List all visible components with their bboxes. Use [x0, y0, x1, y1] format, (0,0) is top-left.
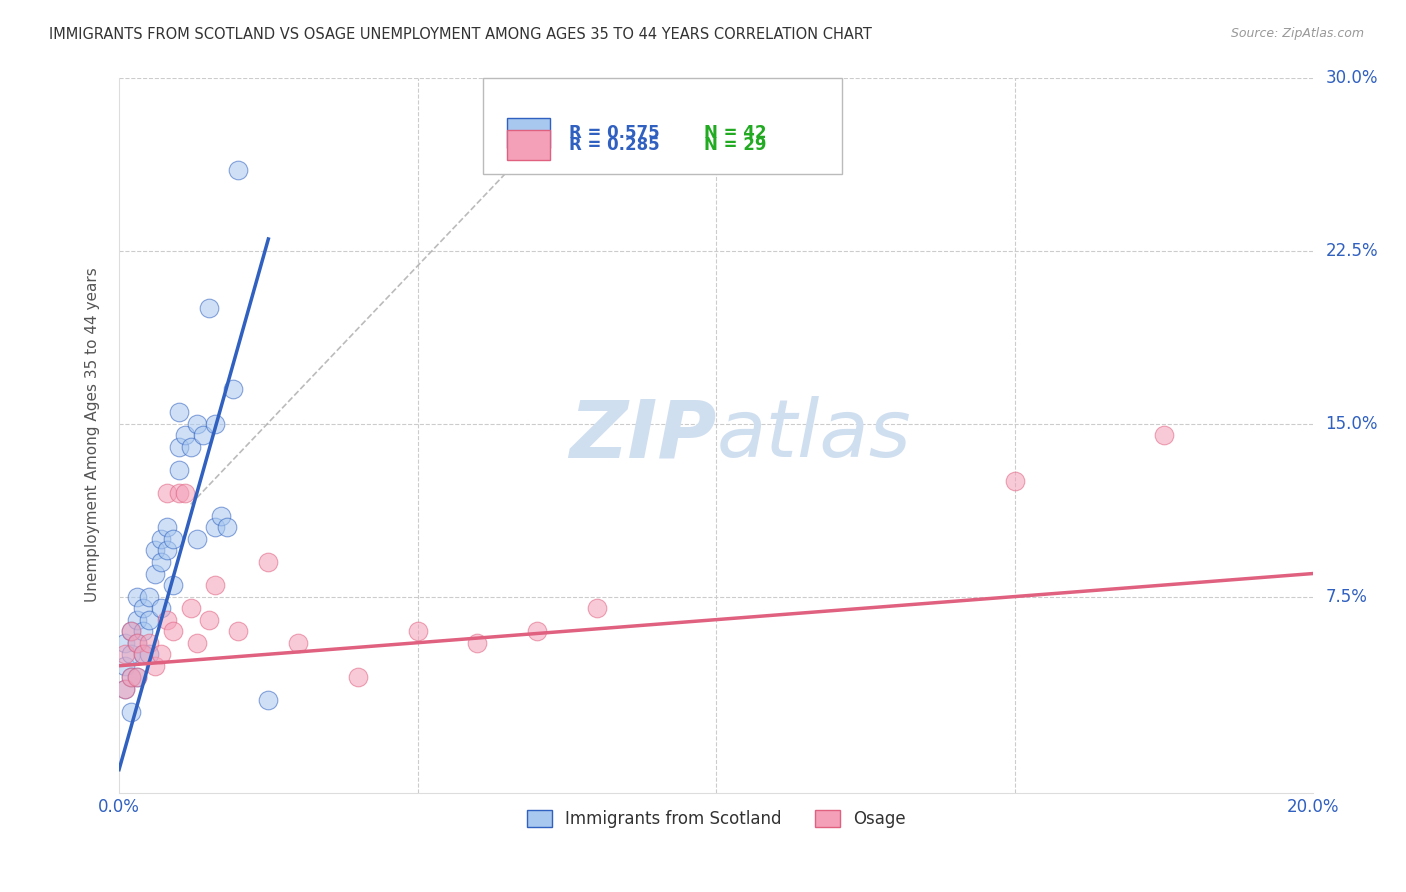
Point	[156, 520, 179, 534]
Point	[120, 624, 142, 639]
Point	[1153, 428, 1175, 442]
Point	[120, 670, 142, 684]
Point	[149, 601, 172, 615]
Point	[114, 647, 136, 661]
Point	[287, 636, 309, 650]
Point	[125, 636, 148, 650]
Point	[120, 670, 142, 684]
Point	[132, 624, 155, 639]
Point	[186, 532, 208, 546]
Point	[526, 624, 548, 639]
Text: ZIP: ZIP	[569, 396, 716, 474]
Point	[120, 647, 142, 661]
Point	[125, 590, 148, 604]
Legend: Immigrants from Scotland, Osage: Immigrants from Scotland, Osage	[520, 803, 912, 834]
Point	[180, 440, 202, 454]
Point	[125, 670, 148, 684]
Point	[173, 428, 195, 442]
Text: 30.0%: 30.0%	[1326, 69, 1378, 87]
Point	[132, 647, 155, 661]
Point	[167, 485, 190, 500]
Point	[173, 485, 195, 500]
Text: N = 29: N = 29	[704, 136, 766, 153]
Point	[228, 162, 250, 177]
Point	[156, 543, 179, 558]
Point	[125, 670, 148, 684]
FancyBboxPatch shape	[508, 118, 550, 147]
Point	[114, 636, 136, 650]
Point	[162, 624, 184, 639]
Point	[156, 485, 179, 500]
Text: R = 0.575: R = 0.575	[569, 124, 659, 142]
Point	[167, 463, 190, 477]
Text: N = 42: N = 42	[704, 124, 766, 142]
Point	[143, 566, 166, 581]
Point	[114, 681, 136, 696]
Point	[1004, 474, 1026, 488]
FancyBboxPatch shape	[484, 78, 842, 174]
Point	[138, 647, 160, 661]
Point	[143, 543, 166, 558]
Point	[204, 578, 226, 592]
Text: 7.5%: 7.5%	[1326, 588, 1367, 606]
Point	[191, 428, 214, 442]
Point	[149, 647, 172, 661]
Point	[120, 705, 142, 719]
Point	[143, 658, 166, 673]
Point	[257, 555, 280, 569]
Point	[138, 613, 160, 627]
Text: IMMIGRANTS FROM SCOTLAND VS OSAGE UNEMPLOYMENT AMONG AGES 35 TO 44 YEARS CORRELA: IMMIGRANTS FROM SCOTLAND VS OSAGE UNEMPL…	[49, 27, 872, 42]
Point	[215, 520, 238, 534]
FancyBboxPatch shape	[508, 129, 550, 160]
Point	[156, 613, 179, 627]
Point	[167, 405, 190, 419]
Point	[467, 636, 489, 650]
Point	[204, 417, 226, 431]
Point	[197, 613, 219, 627]
Point	[162, 532, 184, 546]
Text: R = 0.285: R = 0.285	[569, 136, 659, 153]
Point	[180, 601, 202, 615]
Y-axis label: Unemployment Among Ages 35 to 44 years: Unemployment Among Ages 35 to 44 years	[86, 268, 100, 602]
Point	[197, 301, 219, 316]
Point	[186, 417, 208, 431]
Point	[221, 382, 243, 396]
Point	[114, 681, 136, 696]
Text: atlas: atlas	[716, 396, 911, 474]
Text: 15.0%: 15.0%	[1326, 415, 1378, 433]
Point	[149, 532, 172, 546]
Point	[125, 613, 148, 627]
Point	[132, 601, 155, 615]
Point	[149, 555, 172, 569]
Point	[167, 440, 190, 454]
Point	[138, 590, 160, 604]
Point	[347, 670, 370, 684]
Point	[132, 647, 155, 661]
Point	[257, 693, 280, 707]
Point	[114, 658, 136, 673]
Text: Source: ZipAtlas.com: Source: ZipAtlas.com	[1230, 27, 1364, 40]
Point	[204, 520, 226, 534]
Point	[209, 508, 232, 523]
Text: 22.5%: 22.5%	[1326, 242, 1378, 260]
Point	[125, 636, 148, 650]
Point	[138, 636, 160, 650]
Point	[162, 578, 184, 592]
Point	[406, 624, 429, 639]
Point	[585, 601, 607, 615]
Point	[186, 636, 208, 650]
Point	[120, 624, 142, 639]
Point	[228, 624, 250, 639]
